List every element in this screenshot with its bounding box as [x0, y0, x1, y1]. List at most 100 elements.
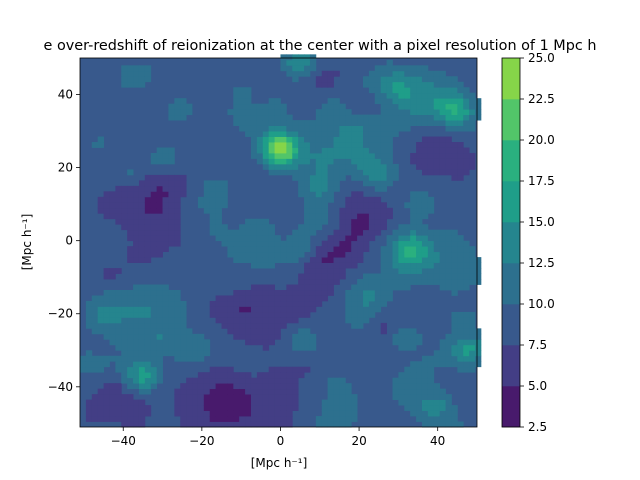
heatmap-cell — [97, 405, 104, 411]
heatmap-cell — [309, 202, 317, 209]
heatmap-cell — [156, 339, 163, 346]
heatmap-cell — [127, 213, 134, 220]
heatmap-cell — [345, 300, 352, 307]
heatmap-cell — [280, 366, 287, 373]
heatmap-cell — [274, 388, 281, 395]
heatmap-cell — [256, 388, 264, 395]
heatmap-cell — [392, 65, 399, 72]
heatmap-cell — [180, 405, 187, 411]
heatmap-cell — [315, 114, 323, 121]
heatmap-cell — [451, 120, 458, 126]
heatmap-cell — [457, 152, 464, 159]
heatmap-cell — [357, 169, 364, 176]
heatmap-cell — [398, 229, 405, 236]
heatmap-cell — [262, 136, 270, 143]
heatmap-cell — [421, 421, 429, 428]
heatmap-cell — [309, 125, 317, 132]
heatmap-cell — [433, 120, 441, 126]
heatmap-cell — [274, 235, 281, 242]
heatmap-cell — [203, 383, 211, 390]
heatmap-cell — [215, 202, 222, 209]
heatmap-cell — [162, 290, 169, 296]
heatmap-cell — [133, 196, 140, 203]
heatmap-cell — [327, 240, 334, 247]
heatmap-cell — [138, 295, 146, 302]
heatmap-cell — [333, 169, 340, 176]
heatmap-cell — [239, 328, 246, 335]
heatmap-cell — [215, 421, 222, 428]
heatmap-cell — [416, 224, 423, 231]
heatmap-cell — [410, 399, 417, 406]
heatmap-cell — [433, 169, 441, 176]
heatmap-cell — [209, 224, 217, 231]
heatmap-cell — [404, 114, 411, 121]
heatmap-cell — [97, 361, 104, 368]
heatmap-cell — [404, 70, 411, 77]
heatmap-cell — [374, 180, 382, 187]
heatmap-cell — [368, 81, 376, 88]
colorbar-tick-label: 12.5 — [528, 256, 555, 270]
heatmap-cell — [162, 174, 169, 181]
heatmap-cell — [463, 98, 470, 105]
heatmap-cell — [404, 120, 411, 126]
heatmap-cell — [292, 147, 299, 154]
heatmap-cell — [162, 339, 169, 346]
heatmap-cell — [168, 224, 175, 231]
heatmap-cell — [144, 185, 152, 192]
heatmap-cell — [321, 218, 329, 225]
heatmap-cell — [127, 361, 134, 368]
heatmap-cell — [463, 152, 470, 159]
heatmap-cell — [245, 383, 252, 390]
heatmap-cell — [280, 120, 287, 126]
heatmap-cell — [304, 152, 311, 159]
heatmap-cell — [304, 306, 311, 313]
heatmap-cell — [85, 311, 93, 318]
heatmap-cell — [451, 158, 458, 165]
heatmap-cell — [162, 196, 169, 203]
heatmap-cell — [327, 136, 334, 143]
heatmap-cell — [250, 240, 258, 247]
heatmap-cell — [333, 416, 340, 422]
heatmap-cell — [427, 235, 435, 242]
heatmap-cell — [174, 185, 181, 192]
heatmap-cell — [209, 229, 217, 236]
heatmap-cell — [233, 372, 240, 379]
heatmap-cell — [215, 366, 222, 373]
heatmap-cell — [363, 300, 370, 307]
heatmap-cell — [380, 300, 387, 307]
heatmap-cell — [256, 218, 264, 225]
heatmap-cell — [156, 180, 163, 187]
heatmap-cell — [386, 180, 393, 187]
heatmap-cell — [298, 70, 305, 77]
heatmap-cell — [156, 191, 163, 198]
heatmap-cell — [457, 81, 464, 88]
heatmap-cell — [233, 322, 240, 329]
heatmap-cell — [109, 317, 116, 324]
heatmap-cell — [410, 65, 417, 72]
heatmap-cell — [445, 410, 452, 417]
heatmap-cell — [186, 109, 193, 116]
heatmap-cell — [221, 322, 228, 329]
heatmap-cell — [416, 207, 423, 214]
heatmap-cell — [321, 114, 329, 121]
colorbar-band — [502, 140, 520, 182]
heatmap-cell — [327, 279, 334, 285]
heatmap-cell — [463, 311, 470, 318]
heatmap-cell — [416, 333, 423, 340]
heatmap-cell — [327, 131, 334, 137]
heatmap-cell — [239, 246, 246, 253]
heatmap-cell — [197, 421, 205, 428]
heatmap-cell — [398, 388, 405, 395]
heatmap-cell — [268, 109, 275, 116]
heatmap-cell — [433, 142, 441, 148]
heatmap-cell — [298, 224, 305, 231]
heatmap-cell — [339, 120, 346, 126]
heatmap-cell — [162, 191, 169, 198]
heatmap-cell — [85, 306, 93, 313]
heatmap-cell — [416, 361, 423, 368]
heatmap-cell — [445, 103, 452, 110]
heatmap-cell — [292, 158, 299, 165]
heatmap-cell — [274, 169, 281, 176]
heatmap-cell — [457, 268, 464, 274]
heatmap-cell — [174, 355, 181, 362]
